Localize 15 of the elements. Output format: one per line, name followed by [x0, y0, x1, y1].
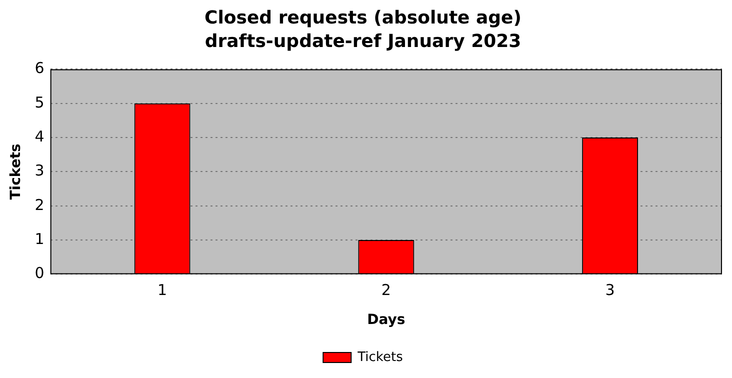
y-tick-label: 4: [34, 127, 44, 146]
y-tick-label: 5: [34, 93, 44, 112]
x-tick-label: 1: [158, 281, 168, 300]
y-tick-label: 0: [34, 264, 44, 282]
y-axis-title: Tickets: [8, 144, 24, 200]
chart-title: Closed requests (absolute age): [204, 7, 522, 28]
x-tick-label: 3: [605, 281, 615, 300]
x-tick-label: 2: [381, 281, 391, 300]
x-axis-title: Days: [367, 312, 406, 328]
y-tick-label: 3: [34, 162, 44, 180]
y-tick-label: 1: [34, 230, 44, 248]
legend-label: Tickets: [356, 350, 404, 365]
y-tick-label: 2: [34, 196, 44, 214]
y-tick-label: 6: [34, 59, 44, 78]
chart-subtitle: drafts-update-ref January 2023: [204, 31, 522, 52]
